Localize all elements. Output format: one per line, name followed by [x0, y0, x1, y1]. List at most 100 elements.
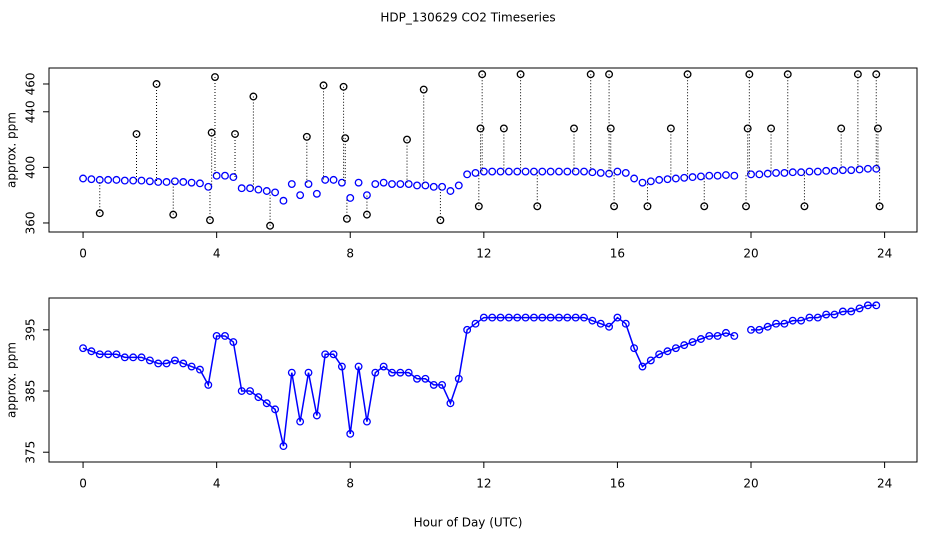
data-point	[488, 313, 497, 322]
data-point	[206, 216, 214, 225]
data-point	[722, 171, 730, 179]
data-point	[863, 164, 872, 173]
data-point	[337, 362, 346, 371]
data-point	[643, 202, 652, 211]
data-point	[302, 132, 311, 141]
x-tick-label: 24	[877, 477, 892, 491]
x-tick-label: 12	[476, 477, 491, 491]
y-axis-label: approx. ppm	[5, 112, 19, 188]
data-point	[613, 167, 622, 176]
data-point	[287, 180, 296, 189]
data-point	[853, 70, 862, 79]
data-point	[429, 380, 438, 389]
data-point	[396, 180, 405, 189]
data-point	[154, 359, 163, 368]
data-point	[413, 374, 421, 383]
data-point	[354, 362, 363, 371]
data-point	[271, 188, 280, 197]
data-point	[696, 172, 705, 181]
data-point	[112, 350, 121, 359]
data-point	[170, 177, 179, 186]
y-tick-label: 385	[24, 380, 38, 403]
data-point	[797, 168, 806, 177]
x-axis-label: Hour of Day (UTC)	[414, 516, 523, 530]
data-point	[563, 313, 572, 322]
data-point	[120, 353, 129, 362]
data-point	[262, 187, 271, 195]
data-point	[763, 322, 772, 331]
data-point	[371, 180, 380, 189]
data-point	[521, 313, 530, 322]
data-point	[154, 178, 163, 186]
data-point	[546, 167, 555, 176]
data-point	[683, 70, 692, 79]
data-point	[471, 168, 480, 177]
data-point	[705, 171, 714, 180]
data-point	[207, 128, 216, 137]
data-point	[533, 202, 542, 211]
data-point	[346, 193, 355, 202]
data-point	[646, 356, 655, 365]
data-point	[296, 191, 305, 200]
data-point	[496, 167, 505, 176]
data-point	[805, 313, 814, 322]
data-point	[671, 174, 680, 183]
data-point	[145, 177, 154, 186]
data-point	[529, 313, 538, 322]
plot-frame	[48, 67, 918, 233]
data-point	[745, 70, 754, 79]
data-point	[342, 214, 351, 223]
data-point	[570, 124, 578, 133]
y-tick-label: 375	[24, 441, 38, 464]
data-point	[855, 304, 864, 313]
data-point	[371, 368, 380, 377]
data-point	[496, 313, 505, 322]
data-point	[120, 176, 129, 185]
data-point	[476, 124, 485, 133]
data-point	[337, 178, 346, 187]
data-point	[596, 168, 605, 177]
data-point	[187, 362, 196, 371]
data-point	[783, 70, 792, 79]
chart-title: HDP_130629 CO2 Timeseries	[380, 11, 555, 25]
x-tick-label: 20	[743, 477, 758, 491]
data-point	[262, 399, 271, 408]
data-point	[655, 175, 664, 184]
data-point	[722, 328, 730, 337]
x-tick-label: 16	[610, 477, 625, 491]
data-point	[705, 331, 714, 340]
data-point	[521, 167, 530, 176]
data-point	[438, 182, 447, 191]
data-point	[271, 405, 280, 414]
data-point	[231, 130, 239, 138]
data-point	[666, 124, 675, 133]
data-point	[655, 350, 664, 359]
y-tick-label: 400	[24, 156, 38, 179]
data-point	[847, 166, 856, 175]
data-point	[95, 209, 104, 218]
data-point	[463, 170, 472, 179]
data-point	[838, 307, 847, 316]
data-point	[211, 73, 219, 81]
data-point	[680, 341, 689, 350]
data-point	[610, 202, 619, 211]
data-point	[404, 180, 413, 189]
data-point	[555, 313, 563, 322]
data-point	[504, 167, 513, 176]
data-point	[179, 178, 188, 186]
data-point	[87, 175, 96, 184]
data-point	[606, 124, 615, 133]
data-point	[129, 176, 138, 185]
data-point	[813, 313, 822, 322]
data-point	[538, 167, 547, 176]
data-point	[478, 70, 487, 79]
data-point	[596, 319, 605, 328]
data-point	[388, 180, 396, 189]
data-point	[875, 202, 884, 211]
data-point	[362, 210, 371, 219]
data-line	[82, 304, 877, 447]
data-point	[822, 310, 831, 319]
x-tick-label: 0	[79, 477, 87, 491]
data-point	[254, 185, 263, 194]
data-point	[249, 92, 258, 101]
